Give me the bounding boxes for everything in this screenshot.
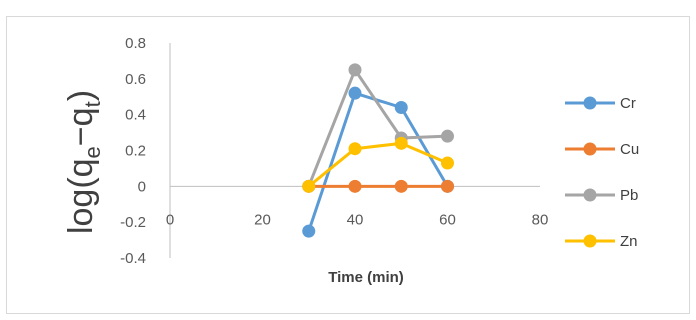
data-point-cr [348, 86, 362, 100]
x-axis-title: Time (min) [328, 269, 404, 286]
y-tick-label: 0.6 [125, 71, 146, 88]
data-point-pb [348, 63, 362, 77]
y-axis-title: log(qe−qt) [62, 90, 105, 234]
series-line-pb [307, 68, 448, 187]
y-axis-title-sub-e: e [80, 146, 105, 158]
legend-label-cr: Cr [620, 95, 636, 112]
data-point-pb [441, 129, 454, 143]
data-point-zn [302, 179, 316, 193]
legend-marker-zn [583, 234, 597, 248]
y-axis-title-prefix: log(q [62, 158, 100, 234]
y-tick-labels: -0.4 -0.2 0 0.2 0.4 0.6 0.8 [120, 35, 146, 267]
x-tick-label: 40 [347, 211, 364, 228]
data-point-cu [348, 179, 362, 193]
y-tick-label: 0.4 [125, 107, 146, 124]
legend: Cr Cu Pb Zn [565, 95, 639, 250]
x-tick-label: 60 [439, 211, 456, 228]
y-axis-title-minus-q: −q [62, 107, 100, 146]
legend-label-cu: Cu [620, 141, 639, 158]
data-point-zn [348, 142, 362, 156]
series-layer [302, 63, 454, 238]
y-tick-label: -0.2 [120, 214, 146, 231]
series-line-cr [307, 91, 449, 232]
data-point-cu [441, 179, 454, 193]
y-tick-label: -0.4 [120, 250, 146, 267]
data-point-cu [394, 179, 408, 193]
y-axis-title-suffix: ) [62, 90, 100, 101]
y-tick-label: 0 [138, 178, 146, 195]
legend-marker-pb [583, 188, 597, 202]
legend-marker-cu [583, 142, 597, 156]
data-point-cr [302, 224, 316, 238]
chart-frame [6, 16, 690, 314]
x-tick-label: 80 [532, 211, 549, 228]
data-point-zn [441, 156, 454, 170]
legend-label-pb: Pb [620, 187, 638, 204]
y-tick-label: 0.2 [125, 143, 146, 160]
x-tick-labels: 0 20 40 60 80 [166, 211, 549, 228]
series-line-zn [307, 141, 449, 188]
data-point-cr [394, 101, 408, 114]
y-tick-label: 0.8 [125, 35, 146, 52]
x-tick-label: 0 [166, 211, 174, 228]
x-tick-label: 20 [254, 211, 271, 228]
legend-marker-cr [583, 96, 597, 110]
legend-label-zn: Zn [620, 233, 638, 250]
data-point-zn [394, 136, 408, 150]
y-axis-title-sub-t: t [80, 101, 105, 107]
